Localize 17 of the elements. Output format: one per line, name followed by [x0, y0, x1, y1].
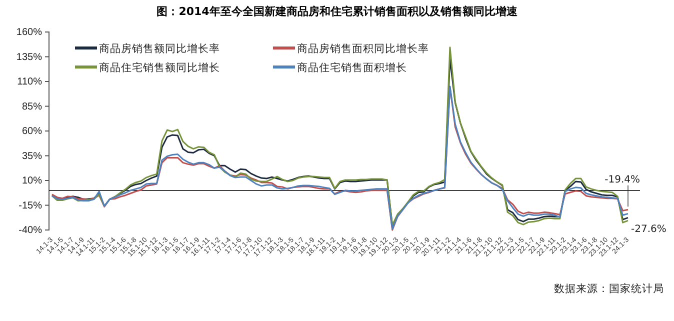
legend-label: 商品住宅销售额同比增长: [99, 61, 220, 74]
y-tick-label: -40%: [18, 225, 42, 236]
y-tick-label: -15%: [18, 200, 42, 212]
source-note: 数据来源：国家统计局: [554, 282, 664, 295]
legend-label: 商品房销售面积同比增长率: [297, 42, 429, 55]
y-tick-label: 10%: [22, 176, 42, 187]
y-tick-label: 135%: [16, 52, 42, 63]
y-tick-label: 110%: [17, 76, 42, 88]
chart-title: 图：2014年至今全国新建商品房和住宅累计销售面积以及销售额同比增速: [156, 5, 518, 18]
y-tick-label: 160%: [16, 27, 42, 38]
y-tick-label: 85%: [22, 101, 42, 112]
y-tick-label: 60%: [22, 126, 42, 138]
annotation: -19.4%: [604, 174, 640, 186]
y-tick-label: 35%: [22, 150, 42, 162]
legend-label: 商品住宅销售面积增长: [297, 61, 407, 74]
annotation: -27.6%: [631, 224, 666, 235]
legend-label: 商品房销售额同比增长率: [99, 42, 220, 55]
